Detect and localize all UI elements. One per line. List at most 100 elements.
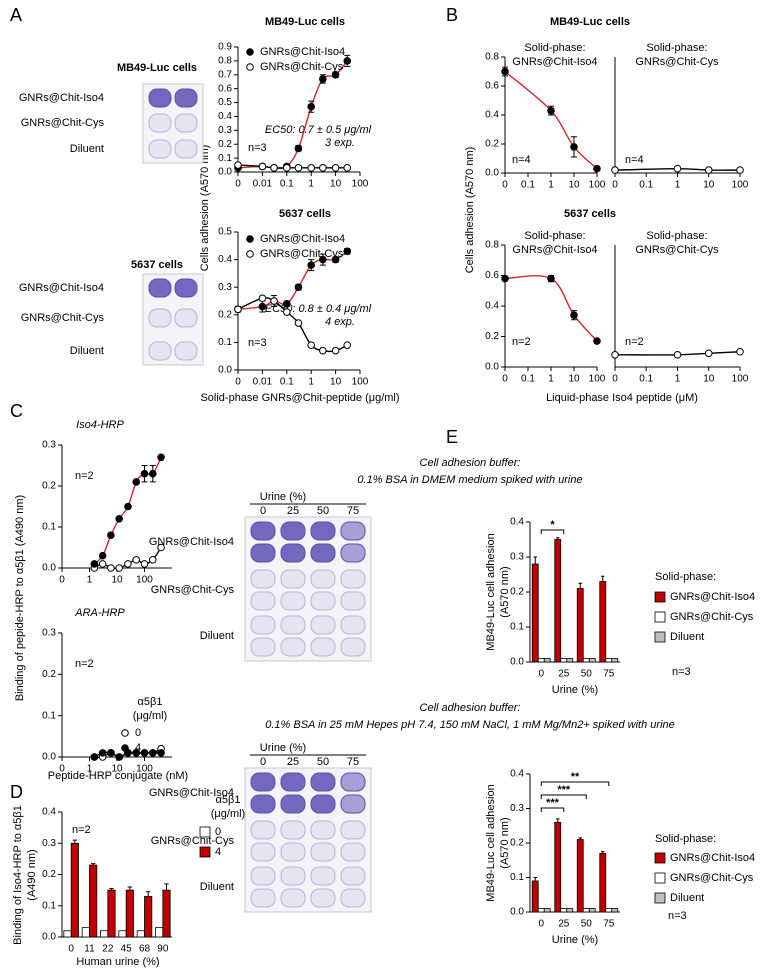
data-point xyxy=(736,166,744,174)
data-point xyxy=(115,753,123,761)
y-tick-label: 0.2 xyxy=(42,481,56,492)
y-tick-label: 0.1 xyxy=(218,337,232,348)
significance-label: * xyxy=(550,519,555,531)
significance-bracket xyxy=(540,529,565,534)
bar xyxy=(100,930,109,938)
plate-row-label: GNRs@Chit-Cys xyxy=(151,835,235,847)
legend-title: α5β1 xyxy=(216,794,241,806)
y-tick-label: 0.3 xyxy=(42,838,56,849)
well xyxy=(250,772,276,792)
error-bar xyxy=(145,891,151,897)
y-tick-label: 0.3 xyxy=(218,125,232,136)
x-tick-label: 100 xyxy=(352,377,369,388)
well xyxy=(310,521,336,541)
data-point xyxy=(673,351,682,359)
panel-letter: E xyxy=(446,427,458,447)
well xyxy=(250,888,276,908)
well xyxy=(250,569,276,589)
data-point xyxy=(307,341,316,349)
data-point xyxy=(157,543,165,552)
data-point xyxy=(331,346,340,355)
x-tick-label: 10 xyxy=(568,374,580,385)
plate-row-label: Diluent xyxy=(200,881,234,893)
x-tick-label: 0 xyxy=(538,669,544,680)
legend-title: Solid-phase: xyxy=(655,571,716,583)
data-point xyxy=(157,453,165,462)
legend-label: Diluent xyxy=(670,631,704,643)
x-tick-label: 100 xyxy=(136,575,153,586)
data-point xyxy=(140,749,149,757)
header: Cell adhesion buffer: xyxy=(420,457,521,469)
y-tick-label: 0.8 xyxy=(218,56,232,67)
data-point xyxy=(343,247,352,256)
data-point xyxy=(593,164,601,173)
x-tick-label: 10 xyxy=(330,377,342,388)
curve xyxy=(504,70,598,170)
well xyxy=(340,615,366,635)
x-tick-label: 100 xyxy=(732,374,749,385)
chart-subtitle: GNRs@Chit-Cys xyxy=(635,244,719,256)
data-point xyxy=(307,102,316,111)
well xyxy=(174,341,198,361)
annotation: n=2 xyxy=(512,336,531,348)
data-point xyxy=(132,556,141,564)
x-tick-label: 0 xyxy=(235,179,241,190)
y-tick-label: 0.1 xyxy=(218,153,232,164)
annotation: n=2 xyxy=(75,658,94,670)
data-point xyxy=(319,346,327,355)
legend-label: Diluent xyxy=(670,892,704,904)
y-tick-label: 0.2 xyxy=(42,669,56,680)
chart-subtitle: Solid-phase: xyxy=(646,42,707,54)
plate-column: 50 xyxy=(317,505,329,517)
bar xyxy=(605,908,613,913)
x-tick-label: 1 xyxy=(548,374,554,385)
x-tick-label: 0.1 xyxy=(280,179,294,190)
legend-label: GNRs@Chit-Cys xyxy=(260,61,344,73)
bar xyxy=(63,930,72,938)
x-tick-label: 1 xyxy=(675,180,681,191)
bar xyxy=(531,880,539,913)
data-point xyxy=(124,560,132,568)
data-point xyxy=(704,349,713,358)
x-tick-label: 1 xyxy=(308,377,314,388)
legend-swatch xyxy=(654,872,666,884)
data-point xyxy=(343,57,352,65)
well xyxy=(340,521,366,541)
significance-bracket xyxy=(540,794,587,799)
error-bar xyxy=(600,575,605,582)
x-tick-label: 25 xyxy=(558,919,570,930)
y-axis-label: Binding of pepide-HRP to α5β1 (A490 nm) xyxy=(14,495,26,701)
y-tick-label: 0.4 xyxy=(485,301,499,312)
bar xyxy=(576,839,584,913)
well xyxy=(148,88,172,108)
data-point xyxy=(501,67,509,76)
x-tick-label: 50 xyxy=(581,919,593,930)
data-point xyxy=(148,469,157,478)
data-point xyxy=(319,75,327,83)
data-point xyxy=(132,478,141,486)
data-point xyxy=(343,341,352,349)
data-point xyxy=(107,531,115,540)
x-tick-label: 22 xyxy=(102,944,114,955)
x-tick-label: 0 xyxy=(59,764,65,775)
well xyxy=(280,615,306,635)
y-tick-label: 0.0 xyxy=(42,563,56,574)
data-point xyxy=(98,551,107,560)
well xyxy=(280,866,306,886)
data-point xyxy=(157,749,165,757)
data-point xyxy=(294,319,303,327)
chart-subtitle: Solid-phase: xyxy=(646,230,707,242)
bar xyxy=(582,908,590,913)
well xyxy=(250,521,276,541)
data-point xyxy=(270,297,278,305)
data-point xyxy=(148,749,157,757)
plate-row-label: GNRs@Chit-Cys xyxy=(21,312,105,324)
annotation: n=4 xyxy=(625,154,644,166)
data-point xyxy=(132,749,141,757)
plate xyxy=(244,516,372,662)
data-point xyxy=(294,164,303,172)
bar xyxy=(144,895,153,938)
plate-header: Urine (%) xyxy=(260,491,306,503)
error-bar xyxy=(533,556,538,564)
data-point xyxy=(234,305,242,314)
